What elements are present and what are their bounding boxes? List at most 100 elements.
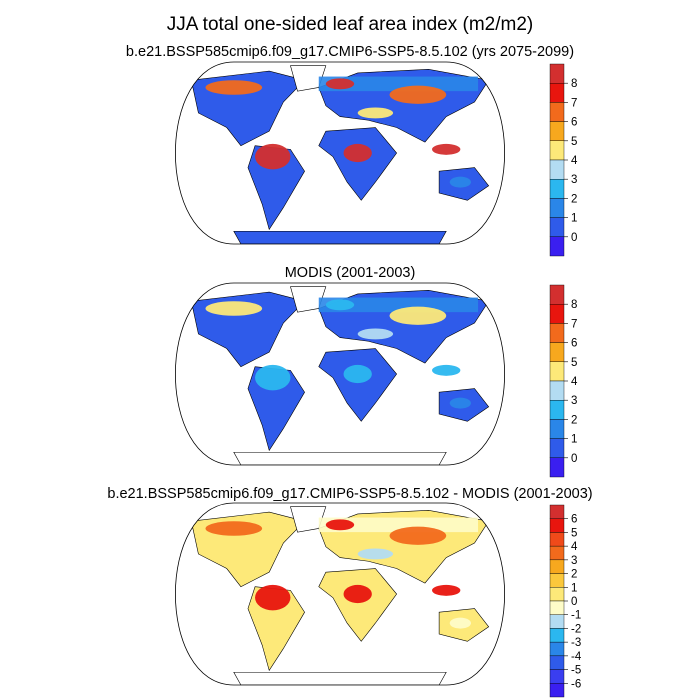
colorbar-tick-label: 6: [571, 338, 577, 350]
colorbar-swatch: [549, 361, 565, 382]
map-1-region-1: [343, 143, 372, 163]
colorbar-tick-label: 1: [571, 213, 577, 225]
continent-africa: [318, 568, 398, 642]
colorbar-swatch: [549, 614, 565, 629]
colorbar-2: 8 7 6 5 4 3 2 1 0: [549, 284, 578, 478]
map-1-border: [175, 61, 505, 245]
colorbar-swatch: [549, 400, 565, 420]
colorbar-tick-label: 6: [571, 117, 577, 129]
map-3-region-3: [432, 584, 461, 596]
map-2-border: [175, 282, 505, 466]
map-1-region-6: [449, 176, 471, 188]
colorbar-swatch: [549, 159, 565, 180]
colorbar-tick-label: 7: [571, 318, 577, 330]
continent-africa: [318, 127, 398, 201]
colorbar-tick-label: -1: [571, 610, 581, 622]
map-3-border: [175, 502, 505, 686]
colorbar-tick-label: 4: [571, 376, 578, 388]
colorbar-swatch: [549, 518, 565, 533]
map-3-region-4: [205, 521, 263, 536]
map-2-region-2: [389, 306, 447, 325]
colorbar-swatch: [549, 102, 565, 122]
colorbar-tick-label: 2: [571, 569, 577, 581]
map-panel-1: [175, 61, 505, 245]
map-3-region-5: [357, 548, 394, 560]
colorbar-tick-label: 1: [571, 582, 577, 594]
colorbar-tick-label: 5: [571, 527, 577, 539]
colorbar-swatch: [549, 236, 565, 257]
colorbar-tick-label: 1: [571, 434, 577, 446]
colorbar-swatch: [549, 419, 565, 439]
colorbar-tick-label: 4: [571, 155, 578, 167]
colorbar-swatch: [549, 198, 565, 218]
colorbar-swatch: [549, 82, 565, 103]
colorbar-1: 8 7 6 5 4 3 2 1 0: [549, 63, 578, 257]
colorbar-swatch: [549, 573, 565, 588]
map-3-region-7: [325, 519, 355, 531]
map-1-region-2: [389, 85, 447, 104]
colorbar-swatch: [549, 63, 565, 84]
map-1-region-7: [325, 78, 355, 90]
map-3-boreal-band: [318, 517, 479, 533]
colorbar-tick-label: 7: [571, 97, 577, 109]
colorbar-swatch: [549, 504, 565, 519]
colorbar-swatch: [549, 217, 565, 238]
colorbar-swatch: [549, 304, 565, 324]
colorbar-swatch: [549, 121, 565, 141]
map-2-land: [190, 286, 490, 465]
map-2-region-3: [432, 364, 461, 376]
colorbar-swatch: [549, 545, 565, 561]
map-2-region-1: [343, 364, 372, 384]
colorbar-swatch: [549, 669, 565, 684]
map-1-region-5: [357, 107, 394, 119]
colorbar-tick-label: 4: [571, 541, 578, 553]
colorbar-tick-label: -3: [571, 637, 581, 649]
colorbar-swatch: [549, 284, 565, 305]
colorbar-swatch: [549, 438, 565, 459]
panel-3-title: b.e21.BSSP585cmip6.f09_g17.CMIP6-SSP5-8.…: [107, 486, 593, 502]
colorbar-swatch: [549, 628, 565, 643]
map-1-land: [190, 65, 490, 244]
colorbar-tick-label: 0: [571, 596, 577, 608]
map-2-region-7: [325, 299, 355, 311]
colorbar-tick-label: -6: [571, 678, 581, 690]
map-3-region-2: [389, 526, 447, 545]
colorbar-swatch: [549, 140, 565, 161]
colorbar-tick-label: 5: [571, 357, 577, 369]
colorbar-tick-label: 6: [571, 514, 577, 526]
continent-antarctica: [233, 671, 447, 685]
map-panel-2: [175, 282, 505, 466]
colorbar-swatch: [549, 457, 565, 478]
panel-1-title: b.e21.BSSP585cmip6.f09_g17.CMIP6-SSP5-8.…: [125, 44, 575, 60]
continent-antarctica: [233, 230, 447, 244]
colorbar-tick-label: 0: [571, 232, 577, 244]
colorbar-tick-label: 2: [571, 414, 577, 426]
colorbar-tick-label: -4: [571, 651, 582, 663]
colorbar-swatch: [549, 323, 565, 343]
colorbar-swatch: [549, 178, 565, 199]
continent-africa: [318, 348, 398, 422]
map-3-region-0: [255, 584, 291, 611]
map-1-region-0: [255, 143, 291, 170]
map-2-boreal-band: [318, 297, 479, 313]
colorbar-swatch: [549, 655, 565, 670]
colorbar-tick-label: -2: [571, 623, 581, 635]
map-2-region-4: [205, 301, 263, 316]
colorbar-swatch: [549, 380, 565, 401]
colorbar-tick-label: 5: [571, 136, 577, 148]
map-2-region-5: [357, 328, 394, 340]
map-2-region-0: [255, 364, 291, 391]
panel-2-title: MODIS (2001-2003): [284, 265, 416, 281]
map-1-region-4: [205, 80, 263, 95]
colorbar-tick-label: 0: [571, 453, 577, 465]
map-1-region-3: [432, 143, 461, 155]
colorbar-swatch: [549, 600, 565, 615]
colorbar-swatch: [549, 683, 565, 698]
colorbar-swatch: [549, 641, 565, 657]
colorbar-swatch: [549, 559, 565, 574]
colorbar-swatch: [549, 587, 565, 602]
colorbar-tick-label: 8: [571, 299, 577, 311]
map-1-boreal-band: [318, 76, 479, 92]
